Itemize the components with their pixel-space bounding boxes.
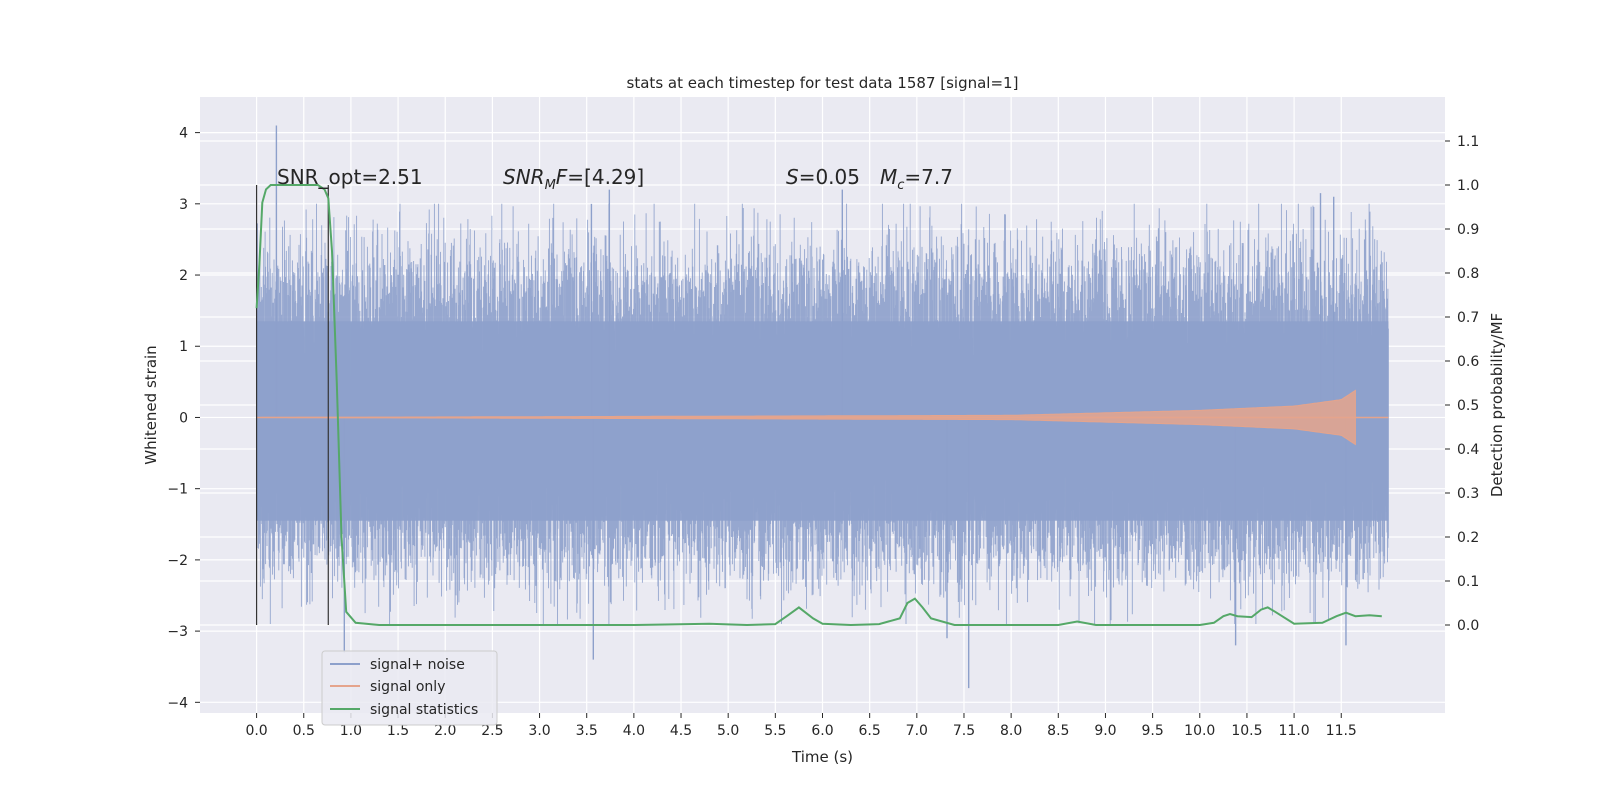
y-left-tick-label: −1 — [167, 482, 188, 498]
y-left-tick-label: 0 — [179, 410, 188, 426]
y-left-tick-label: 4 — [179, 126, 188, 142]
y-left-tick-label: 2 — [179, 268, 188, 284]
annotation-s: S=0.05 — [786, 165, 860, 189]
axes: 0.0 0.5 1.0 1.5 2.0 2.5 3.0 3.5 4.0 4.5 5.0 5.5 6.0 6… — [167, 126, 1479, 739]
y-right-tick-label: 0.2 — [1457, 530, 1479, 546]
x-tick-label: 9.0 — [1094, 723, 1116, 739]
x-tick-label: 5.0 — [717, 723, 739, 739]
y-right-tick-label: 1.1 — [1457, 134, 1479, 150]
y-right-tick-label: 0.6 — [1457, 354, 1479, 370]
annotation-s-value: =0.05 — [799, 165, 860, 189]
x-tick-label: 4.0 — [623, 723, 645, 739]
x-tick-label: 9.5 — [1141, 723, 1163, 739]
annotation-snr-opt: SNR_opt=2.51 — [277, 165, 423, 189]
annotation-mc: Mc=7.7 — [880, 165, 953, 193]
x-tick-label: 2.5 — [481, 723, 503, 739]
y-right-tick-label: 1.0 — [1457, 178, 1479, 194]
x-tick-label: 0.0 — [245, 723, 267, 739]
legend-box — [321, 650, 498, 726]
series-signal-statistics — [255, 184, 1382, 627]
x-tick-label: 2.0 — [434, 723, 456, 739]
annotation-snr-mf: SNRMF=[4.29] — [503, 165, 644, 193]
y-right-tick-label: 0.4 — [1457, 442, 1479, 458]
x-tick-label: 10.0 — [1184, 723, 1215, 739]
chart-title: stats at each timestep for test data 158… — [627, 74, 1019, 92]
y-left-tick-label: −3 — [167, 624, 188, 640]
annotation-s-symbol: S — [786, 165, 799, 189]
x-tick-label: 6.0 — [811, 723, 833, 739]
y-axis-label-left: Whitened strain — [142, 345, 160, 464]
annotation-mc-value: =7.7 — [904, 165, 953, 189]
legend: signal+ noise signal only signal statist… — [321, 650, 498, 726]
y-right-tick-label: 0.8 — [1457, 266, 1479, 282]
x-tick-label: 4.5 — [670, 723, 692, 739]
x-tick-label: 7.5 — [953, 723, 975, 739]
annotation-snr-mf-value: =[4.29] — [567, 165, 644, 189]
annotation-snr-mf-suffix: F — [556, 165, 568, 189]
x-tick-label: 5.5 — [764, 723, 786, 739]
y-left-tick-label: 1 — [179, 339, 188, 355]
y-right-tick-label: 0.9 — [1457, 222, 1479, 238]
y-right-tick-label: 0.1 — [1457, 574, 1479, 590]
x-tick-label: 7.0 — [906, 723, 928, 739]
x-tick-label: 6.5 — [859, 723, 881, 739]
x-tick-label: 3.0 — [528, 723, 550, 739]
x-tick-label: 1.0 — [340, 723, 362, 739]
x-tick-label: 11.0 — [1279, 723, 1310, 739]
annotation-mc-subscript: c — [897, 178, 904, 193]
legend-label-signal-noise: signal+ noise — [370, 657, 465, 673]
y-left-tick-label: 3 — [179, 197, 188, 213]
legend-label-signal-only: signal only — [370, 679, 445, 695]
x-tick-label: 10.5 — [1231, 723, 1262, 739]
x-tick-label: 3.5 — [576, 723, 598, 739]
y-right-tick-label: 0.7 — [1457, 310, 1479, 326]
x-tick-label: 11.5 — [1326, 723, 1357, 739]
x-tick-label: 8.5 — [1047, 723, 1069, 739]
annotation-mc-symbol: M — [880, 165, 897, 189]
x-tick-label: 1.5 — [387, 723, 409, 739]
legend-label-signal-statistics: signal statistics — [370, 702, 478, 718]
y-left-tick-label: −4 — [167, 695, 188, 711]
annotation-snr-mf-subscript: M — [545, 178, 556, 193]
chart-marks — [255, 125, 1389, 689]
y-right-tick-label: 0.0 — [1457, 618, 1479, 634]
y-axis-label-right: Detection probability/MF — [1488, 313, 1506, 497]
annotation-snr-mf-symbol: SNR — [503, 165, 545, 189]
x-tick-label: 0.5 — [293, 723, 315, 739]
x-axis-label: Time (s) — [791, 748, 853, 766]
y-left-tick-label: −2 — [167, 553, 188, 569]
y-right-tick-label: 0.5 — [1457, 398, 1479, 414]
x-tick-label: 8.0 — [1000, 723, 1022, 739]
y-right-tick-label: 0.3 — [1457, 486, 1479, 502]
